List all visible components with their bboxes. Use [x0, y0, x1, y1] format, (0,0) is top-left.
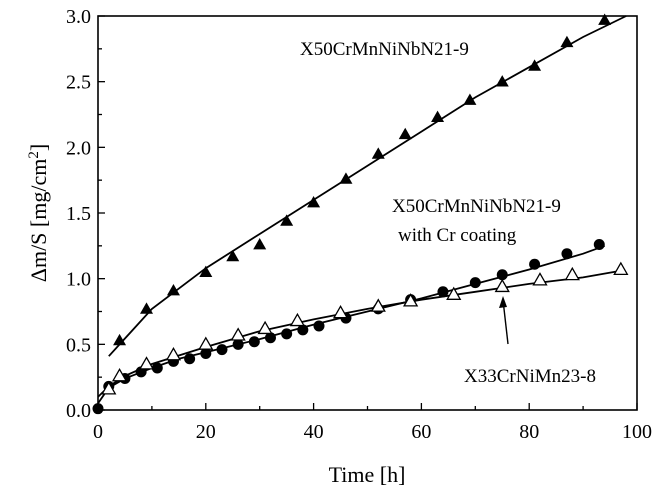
- data-point-triangle: [140, 302, 154, 314]
- data-point-triangle: [371, 147, 385, 159]
- data-point-triangle: [528, 59, 542, 71]
- data-point-open-triangle: [332, 305, 349, 319]
- data-point-triangle: [495, 75, 509, 87]
- data-point-open-triangle: [230, 327, 246, 341]
- data-point-triangle: [431, 110, 445, 123]
- data-point-triangle: [307, 195, 321, 208]
- data-point-triangle: [398, 127, 412, 140]
- data-point-open-triangle: [138, 356, 155, 370]
- data-point-circle: [216, 344, 228, 356]
- y-tick-label: 3.0: [66, 6, 91, 28]
- x-tick-label: 80: [519, 421, 539, 443]
- data-point-circle: [281, 328, 293, 340]
- annotation-label-reference-steel: X33CrNiMn23-8: [464, 366, 596, 387]
- y-tick-label: 2.0: [66, 137, 91, 159]
- y-tick-label: 1.5: [66, 203, 91, 225]
- data-point-triangle: [226, 249, 240, 262]
- data-point-circle: [297, 324, 309, 336]
- data-point-open-triangle: [111, 368, 128, 382]
- data-point-triangle: [253, 238, 267, 250]
- data-point-open-triangle: [257, 320, 273, 335]
- data-point-circle: [561, 248, 573, 260]
- data-point-circle: [264, 332, 276, 344]
- data-point-circle: [469, 277, 481, 289]
- annotation-label-uncoated: X50CrMnNiNbN21-9: [300, 39, 469, 60]
- y-tick-label: 1.0: [66, 269, 91, 291]
- x-tick-label: 0: [93, 421, 103, 443]
- data-point-circle: [593, 239, 605, 251]
- y-axis-title-superscript: 2: [26, 151, 42, 159]
- plot-frame: [97, 15, 638, 411]
- data-point-circle: [184, 353, 196, 365]
- data-point-triangle: [339, 172, 353, 184]
- data-point-circle: [151, 362, 163, 374]
- y-tick-label: 0.5: [66, 334, 91, 356]
- annotation-label-coating-note: with Cr coating: [398, 225, 517, 246]
- data-point-circle: [200, 348, 212, 360]
- data-point-open-triangle: [165, 347, 182, 361]
- y-tick-label: 2.5: [66, 72, 91, 94]
- data-point-open-triangle: [532, 272, 548, 286]
- data-point-open-triangle: [198, 336, 214, 350]
- data-point-circle: [496, 269, 508, 281]
- data-point-open-triangle: [613, 261, 629, 275]
- x-tick-label: 20: [196, 421, 216, 443]
- data-point-open-triangle: [289, 312, 306, 327]
- y-axis-title: Δm/S [mg/cm2]: [26, 144, 51, 282]
- annotation-arrow: [499, 296, 509, 345]
- annotation-label-coated: X50CrMnNiNbN21-9: [392, 196, 561, 217]
- data-point-triangle: [113, 333, 127, 346]
- x-tick-label: 40: [304, 421, 324, 443]
- data-point-triangle: [280, 214, 294, 226]
- x-axis-title: Time [h]: [329, 462, 406, 487]
- data-point-triangle: [166, 283, 180, 296]
- data-point-circle: [529, 258, 541, 270]
- data-point-open-triangle: [101, 381, 117, 395]
- data-point-circle: [437, 286, 449, 298]
- data-point-triangle: [199, 265, 213, 277]
- data-point-open-triangle: [402, 293, 419, 307]
- data-point-open-triangle: [564, 266, 580, 281]
- y-axis-title-main: Δm/S [mg/cm: [26, 159, 51, 283]
- data-point-open-triangle: [370, 298, 386, 312]
- data-point-triangle: [560, 35, 574, 48]
- data-point-open-triangle: [446, 286, 462, 300]
- fit-curve-0: [108, 15, 627, 357]
- plot-marks: [92, 13, 629, 415]
- x-tick-label: 100: [622, 421, 652, 443]
- data-point-circle: [232, 338, 244, 350]
- y-axis-title-close: ]: [26, 144, 51, 151]
- y-tick-label: 0.0: [66, 400, 91, 422]
- data-point-triangle: [463, 93, 477, 105]
- x-tick-label: 60: [411, 421, 431, 443]
- data-point-triangle: [598, 13, 612, 25]
- data-point-open-triangle: [494, 278, 510, 293]
- axis-ticks: 0 20 40 60 80 100 0.0 0.5 1.0 1.5 2.0 2.5 3.0: [66, 6, 652, 443]
- data-point-circle: [313, 320, 325, 332]
- data-point-circle: [248, 336, 260, 348]
